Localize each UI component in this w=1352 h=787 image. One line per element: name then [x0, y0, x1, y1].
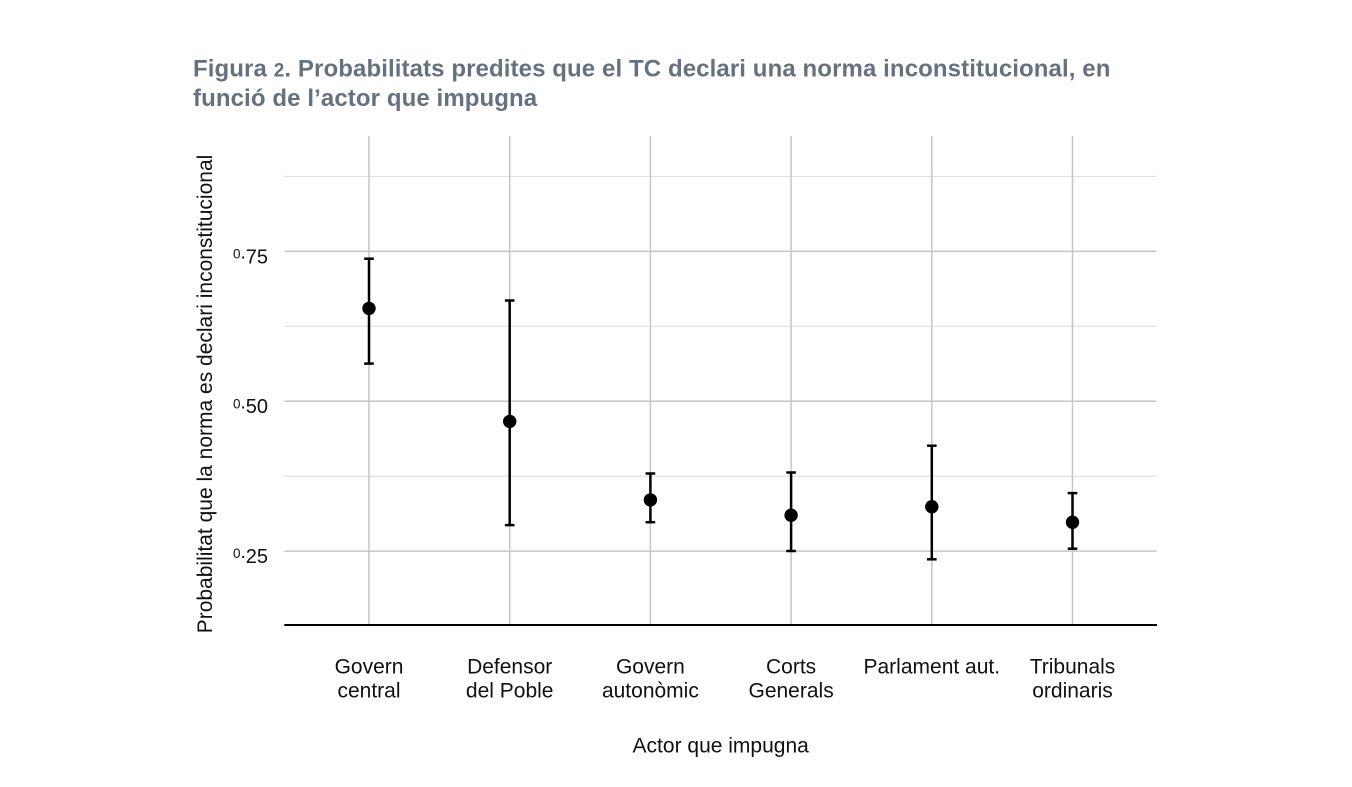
svg-text:Figura 2. Probabilitats predit: Figura 2. Probabilitats predites que el … [193, 55, 1111, 82]
svg-text:del Poble: del Poble [466, 679, 554, 702]
svg-text:Defensor: Defensor [467, 656, 552, 679]
svg-text:Corts: Corts [766, 656, 816, 679]
svg-text:Parlament aut.: Parlament aut. [864, 656, 1001, 679]
svg-text:Probabilitat que la norma es d: Probabilitat que la norma es declari inc… [194, 155, 217, 634]
svg-text:Actor que impugna: Actor que impugna [633, 734, 810, 757]
svg-text:Tribunals: Tribunals [1030, 656, 1116, 679]
svg-text:ordinaris: ordinaris [1032, 679, 1113, 702]
svg-text:Govern: Govern [335, 656, 404, 679]
svg-text:Govern: Govern [616, 656, 685, 679]
svg-text:central: central [337, 679, 400, 702]
svg-text:funció de l’actor que impugna: funció de l’actor que impugna [193, 85, 538, 112]
svg-text:autonòmic: autonòmic [602, 679, 699, 702]
svg-text:Generals: Generals [748, 679, 833, 702]
